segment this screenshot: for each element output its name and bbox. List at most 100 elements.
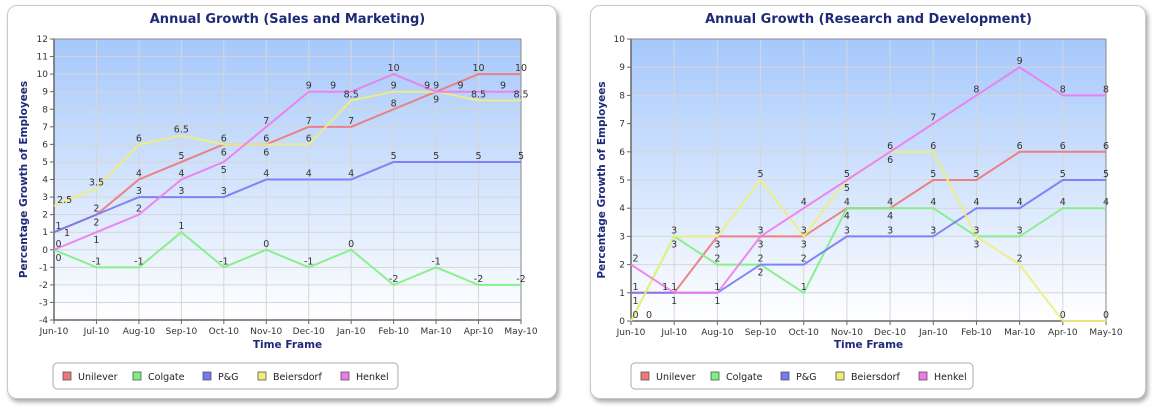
legend-item-unilever[interactable]: Unilever <box>78 372 118 383</box>
series-line-colgate <box>53 230 521 287</box>
y-tick-label: 3 <box>619 232 625 242</box>
data-label: 5 <box>221 165 227 176</box>
legend-item-beiersdorf[interactable]: Beiersdorf <box>851 372 900 383</box>
x-tick-label: Apr-10 <box>464 327 494 337</box>
data-label: 10 <box>515 63 527 74</box>
data-label: 1 <box>671 282 677 293</box>
data-label: 1 <box>178 221 184 232</box>
x-tick-label: Jun-10 <box>616 328 646 338</box>
data-label: 3 <box>758 239 764 250</box>
legend-item-henkel[interactable]: Henkel <box>356 372 389 383</box>
chart-panel-research-development: 0 1 2 3 4 5 6 7 8 9 10 Jun-10 Jul-10 Aug-10 Sep-10 Oct-… <box>590 5 1146 399</box>
x-tick-label: May-10 <box>504 327 537 337</box>
data-label: 1 <box>714 296 720 307</box>
data-label: 1 <box>662 282 668 293</box>
legend-item-henkel[interactable]: Henkel <box>934 372 967 383</box>
data-label: 0 <box>56 253 62 264</box>
data-label: 1 <box>56 221 62 232</box>
y-axis-title: Percentage Growth of Employees <box>596 81 608 278</box>
x-tick-label: Jan-10 <box>918 328 948 338</box>
data-label: -1 <box>134 256 143 267</box>
x-tick-label: Jan-10 <box>336 327 366 337</box>
y-tick-label: -3 <box>39 298 48 308</box>
x-tick-label: Aug-10 <box>701 328 734 338</box>
y-tick-label: 2 <box>42 211 48 221</box>
data-label: 5 <box>973 169 979 180</box>
data-label: 9 <box>306 81 312 92</box>
data-label: 2 <box>758 254 764 265</box>
y-tick-label: -1 <box>39 263 48 273</box>
data-label: 3 <box>714 239 720 250</box>
data-label: 9 <box>433 95 439 106</box>
data-label: 6 <box>306 133 312 144</box>
legend-swatch <box>257 371 267 381</box>
data-label: 6 <box>263 147 269 158</box>
data-label: 5 <box>758 169 764 180</box>
legend-swatch <box>62 371 72 381</box>
series-line-henkel <box>630 66 1106 294</box>
data-label: 8.5 <box>344 89 359 100</box>
data-label: 0 <box>633 310 639 321</box>
data-label: 9 <box>330 81 336 92</box>
legend-swatch <box>710 371 720 381</box>
data-label: 3 <box>221 186 227 197</box>
y-tick-label: 6 <box>619 148 625 158</box>
data-label: 9 <box>391 81 397 92</box>
data-label: 0 <box>1060 310 1066 321</box>
data-label: 1 <box>633 296 639 307</box>
data-label: 8 <box>973 84 979 95</box>
data-label: -1 <box>219 256 228 267</box>
x-tick-label: Jul-10 <box>660 328 687 338</box>
x-tick-label: Feb-10 <box>378 327 409 337</box>
legend-item-beiersdorf[interactable]: Beiersdorf <box>273 372 322 383</box>
data-label: -1 <box>92 256 101 267</box>
legend-swatch <box>340 371 350 381</box>
y-tick-label: 0 <box>42 246 48 256</box>
data-label: 7 <box>930 113 936 124</box>
legend-item-colgate[interactable]: Colgate <box>726 372 763 383</box>
y-tick-label: 5 <box>619 176 625 186</box>
data-label: 3 <box>930 225 936 236</box>
data-label: 4 <box>844 211 850 222</box>
x-tick-label: Oct-10 <box>209 327 240 337</box>
legend-item-pg[interactable]: P&G <box>218 372 239 383</box>
y-tick-label: 10 <box>37 70 49 80</box>
series-line-pg <box>53 160 521 234</box>
y-tick-label: 8 <box>42 105 48 115</box>
data-label: 4 <box>801 197 807 208</box>
data-label: 9 <box>433 81 439 92</box>
data-label: 8.5 <box>471 89 486 100</box>
data-label: 2 <box>633 254 639 265</box>
data-label: 3 <box>801 239 807 250</box>
legend-swatch <box>640 371 650 381</box>
data-label: 6 <box>221 147 227 158</box>
data-label: 2 <box>758 268 764 279</box>
data-label: 2 <box>93 204 99 215</box>
y-tick-label: 4 <box>42 176 48 186</box>
series-line-colgate <box>630 207 1106 322</box>
legend-swatch <box>132 371 142 381</box>
legend-item-pg[interactable]: P&G <box>796 372 817 383</box>
data-label: 3 <box>887 225 893 236</box>
legend-item-unilever[interactable]: Unilever <box>656 372 696 383</box>
data-label: 6 <box>930 141 936 152</box>
legend-item-colgate[interactable]: Colgate <box>148 372 185 383</box>
data-label: 5 <box>1103 169 1109 180</box>
data-label: 1 <box>671 296 677 307</box>
y-tick-label: 4 <box>619 204 625 214</box>
data-label: 5 <box>391 151 397 162</box>
data-label: 4 <box>887 211 893 222</box>
legend-swatch <box>835 371 845 381</box>
data-label: 5 <box>178 151 184 162</box>
series-line-henkel <box>53 73 521 251</box>
y-tick-label: 3 <box>42 193 48 203</box>
y-tick-label: 9 <box>42 88 48 98</box>
x-axis-title: Time Frame <box>253 339 322 351</box>
x-tick-label: Mar-10 <box>1004 328 1035 338</box>
data-label: -2 <box>474 274 483 285</box>
y-tick-label: 5 <box>42 158 48 168</box>
x-tick-label: Nov-10 <box>831 328 863 338</box>
x-tick-label: Apr-10 <box>1048 328 1078 338</box>
x-tick-label: Sep-10 <box>166 327 198 337</box>
data-label: 4 <box>136 169 142 180</box>
